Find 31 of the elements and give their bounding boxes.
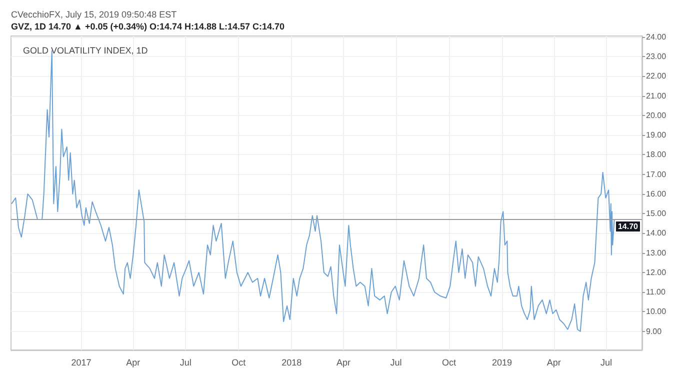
y-tick-label: 22.00 [646, 72, 667, 81]
y-tick-label: 21.00 [646, 91, 667, 100]
text: GVZ, 1D 14.70 ▲ +0.05 (+0.34%) O:14.74 H:14.88 L:14.57 C:14.70 [11, 22, 285, 32]
y-tick-label: 19.00 [646, 130, 667, 140]
y-tick-label: 10.00 [646, 307, 667, 316]
y-tick-label: 14.00 [646, 228, 667, 238]
x-tick-label: Jul [180, 358, 192, 368]
x-tick-label: Jul [600, 358, 612, 368]
x-tick-label: Jul [390, 358, 402, 368]
y-tick-label: 9.00 [646, 326, 662, 336]
x-tick-label: Oct [232, 358, 246, 368]
y-tick-label: 18.00 [646, 150, 667, 160]
x-tick-label: Apr [546, 358, 561, 368]
y-tick-label: 24.00 [646, 32, 667, 42]
y-tick-label: 20.00 [646, 110, 667, 120]
text: CVecchioFX, July 15, 2019 09:50:48 EST [11, 10, 178, 20]
y-tick-label: 15.00 [646, 209, 667, 218]
x-tick-label: 2018 [282, 358, 302, 368]
x-tick-label: Apr [336, 358, 351, 368]
x-tick-label: 2019 [492, 358, 512, 368]
y-tick-label: 12.00 [646, 268, 667, 277]
x-tick-label: Apr [126, 358, 140, 368]
x-tick-label: 2017 [71, 358, 92, 368]
y-tick-label: 13.00 [646, 248, 667, 258]
y-tick-label: 16.00 [646, 189, 667, 198]
text: GOLD VOLATILITY INDEX, 1D [23, 46, 148, 56]
y-tick-label: 17.00 [646, 170, 667, 179]
ref-line-label: 14.70 [618, 222, 639, 231]
y-tick-label: 23.00 [646, 52, 667, 62]
y-tick-label: 11.00 [646, 288, 666, 297]
x-tick-label: Oct [442, 358, 456, 368]
